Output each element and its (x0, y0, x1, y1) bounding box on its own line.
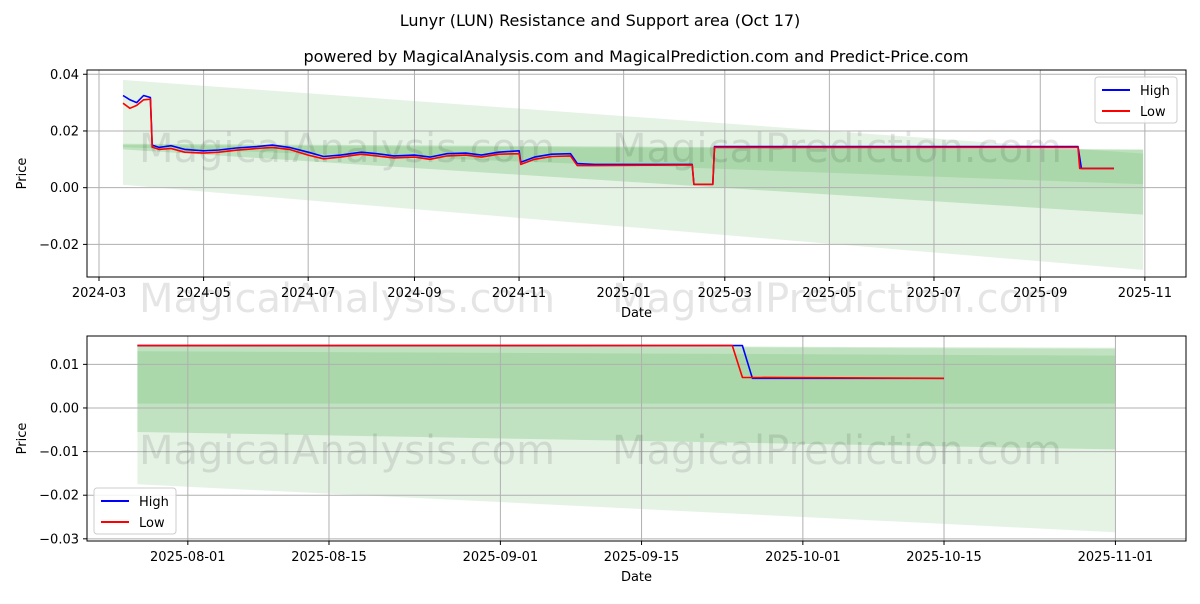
y-axis-label: Price (15, 423, 30, 455)
chart-title: Lunyr (LUN) Resistance and Support area … (400, 11, 801, 30)
y-tick-label: 0.00 (50, 401, 79, 416)
x-tick-label: 2025-10-15 (906, 550, 982, 565)
watermark-text: MagicalAnalysis.com (139, 126, 555, 172)
y-tick-label: −0.01 (39, 445, 79, 460)
chart-panel-top: MagicalAnalysis.com MagicalPrediction.com… (15, 68, 1187, 322)
x-tick-label: 2025-08-15 (291, 550, 367, 565)
x-axis-label: Date (621, 570, 652, 585)
y-tick-label: 0.04 (50, 68, 79, 83)
y-tick-label: −0.02 (39, 238, 79, 253)
x-tick-label: 2024-05 (176, 286, 230, 301)
chart-panel-bottom: MagicalAnalysis.com MagicalPrediction.com… (15, 335, 1187, 585)
x-tick-label: 2024-11 (492, 286, 546, 301)
legend-label-low: Low (1140, 105, 1166, 120)
support-band-0 (137, 344, 1116, 533)
legend-label-low: Low (139, 516, 165, 531)
x-tick-label: 2025-09-15 (604, 550, 680, 565)
x-tick-label: 2025-10-01 (765, 550, 841, 565)
legend-label-high: High (1140, 84, 1170, 99)
series-line-high (122, 94, 1114, 186)
watermark-text: MagicalPrediction.com (612, 428, 1062, 474)
watermark-text: MagicalAnalysis.com (139, 276, 555, 322)
y-tick-label: −0.03 (39, 532, 79, 547)
x-tick-label: 2025-01 (596, 286, 650, 301)
y-tick-label: −0.02 (39, 489, 79, 504)
x-tick-label: 2024-09 (387, 286, 441, 301)
x-axis-label: Date (621, 306, 652, 321)
x-tick-label: 2024-03 (72, 286, 126, 301)
series-line-low (122, 98, 1114, 186)
support-band-2 (137, 351, 1116, 404)
x-tick-label: 2025-07 (907, 286, 961, 301)
chart-legend: High Low (1094, 76, 1178, 124)
x-tick-label: 2025-09 (1013, 286, 1067, 301)
plot-frame (86, 69, 1187, 278)
y-tick-label: 0.00 (50, 181, 79, 196)
watermark-text: MagicalPrediction.com (612, 276, 1062, 322)
watermark-text: MagicalAnalysis.com (139, 428, 555, 474)
x-tick-label: 2025-11 (1118, 286, 1172, 301)
x-tick-label: 2024-07 (281, 286, 335, 301)
support-band-0 (123, 79, 1144, 270)
chart-legend: High Low (93, 487, 177, 535)
x-tick-label: 2025-03 (698, 286, 752, 301)
x-tick-label: 2025-09-01 (463, 550, 539, 565)
y-axis-label: Price (15, 158, 30, 190)
series-line-low (137, 344, 945, 380)
plot-frame (86, 335, 1187, 542)
y-tick-label: 0.02 (50, 124, 79, 139)
support-band-1 (137, 344, 1116, 450)
y-tick-label: 0.01 (50, 358, 79, 373)
chart-subtitle: powered by MagicalAnalysis.com and Magic… (303, 47, 968, 66)
support-band-1 (123, 143, 1144, 215)
x-tick-label: 2025-05 (802, 286, 856, 301)
legend-label-high: High (139, 495, 169, 510)
x-tick-label: 2025-08-01 (150, 550, 226, 565)
x-tick-label: 2025-11-01 (1078, 550, 1154, 565)
